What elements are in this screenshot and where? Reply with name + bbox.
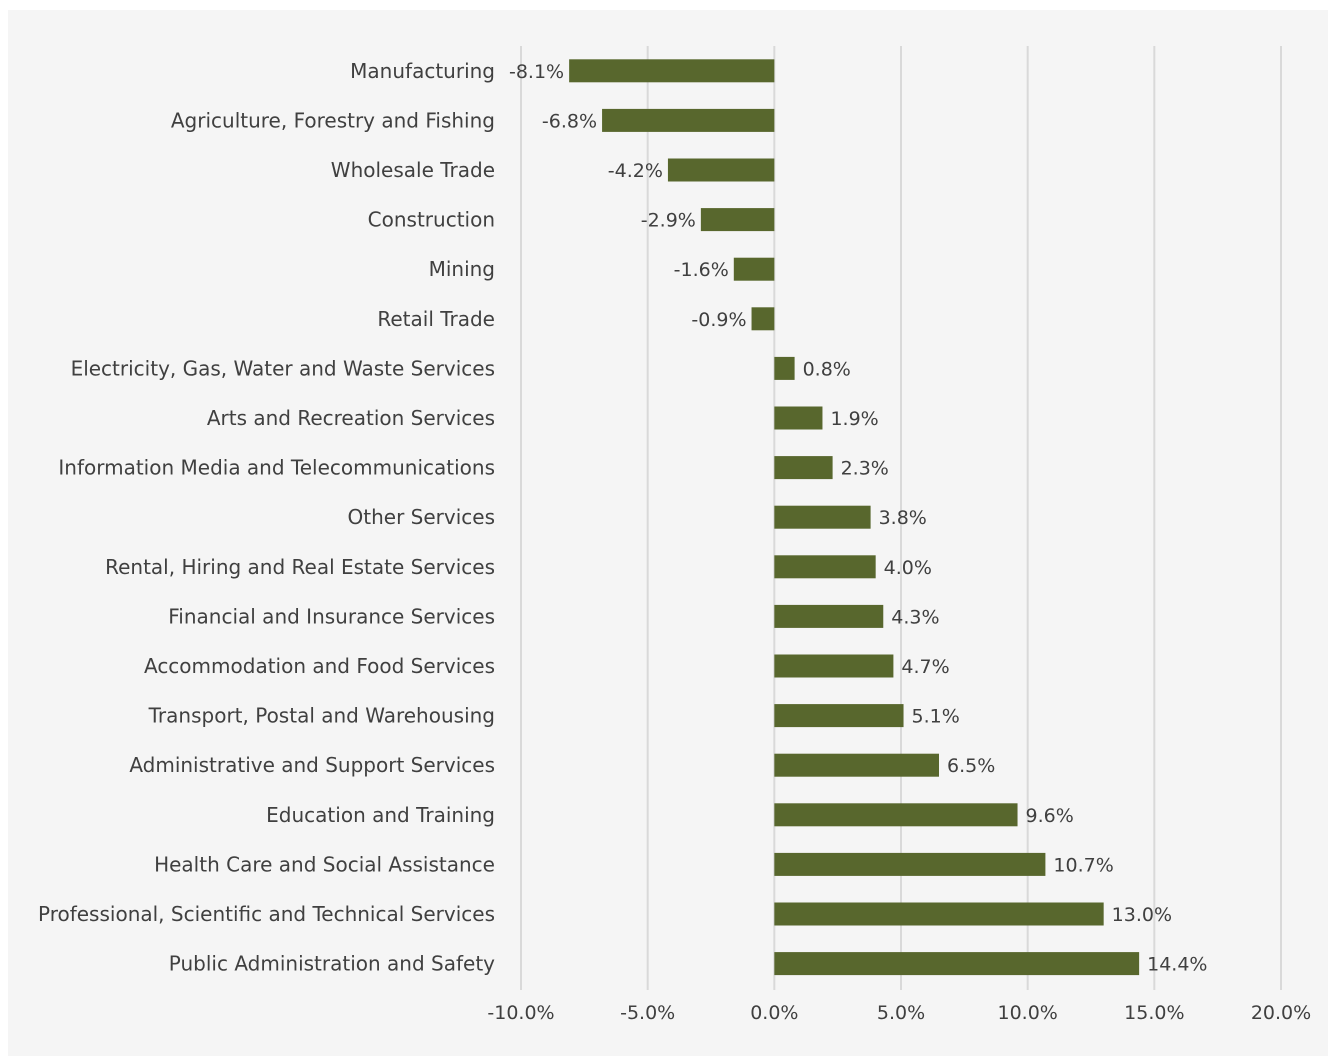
category-label: Retail Trade xyxy=(377,307,495,331)
data-label: 1.9% xyxy=(830,408,878,430)
category-label: Construction xyxy=(368,208,495,232)
data-label: -2.9% xyxy=(641,210,696,232)
data-label: -6.8% xyxy=(542,110,597,132)
bar xyxy=(774,902,1104,926)
bar xyxy=(774,803,1018,827)
bar xyxy=(774,356,795,380)
data-label: 10.7% xyxy=(1053,854,1113,876)
data-label: 13.0% xyxy=(1112,904,1172,926)
category-label: Rental, Hiring and Real Estate Services xyxy=(105,555,495,579)
category-label: Wholesale Trade xyxy=(331,158,495,182)
chart-panel xyxy=(8,10,1328,1056)
bar xyxy=(774,604,884,628)
category-label: Health Care and Social Assistance xyxy=(154,852,495,876)
category-label: Financial and Insurance Services xyxy=(168,604,495,628)
bar xyxy=(774,952,1140,976)
bar xyxy=(774,555,876,579)
bar xyxy=(774,406,823,430)
data-label: 4.0% xyxy=(884,557,932,579)
category-label: Information Media and Telecommunications xyxy=(58,456,495,480)
data-label: 9.6% xyxy=(1026,805,1074,827)
x-tick-label: 15.0% xyxy=(1124,1002,1184,1024)
category-label: Education and Training xyxy=(266,803,495,827)
category-label: Arts and Recreation Services xyxy=(207,406,495,430)
data-label: 5.1% xyxy=(912,706,960,728)
category-label: Public Administration and Safety xyxy=(169,952,495,976)
category-label: Professional, Scientific and Technical S… xyxy=(38,902,495,926)
data-label: -4.2% xyxy=(608,160,663,182)
x-tick-label: 0.0% xyxy=(750,1002,798,1024)
x-tick-label: -5.0% xyxy=(620,1002,675,1024)
category-label: Mining xyxy=(429,257,495,281)
category-label: Administrative and Support Services xyxy=(129,753,495,777)
x-tick-label: 10.0% xyxy=(997,1002,1057,1024)
category-label: Electricity, Gas, Water and Waste Servic… xyxy=(71,356,495,380)
data-label: 6.5% xyxy=(947,755,995,777)
data-label: 4.3% xyxy=(891,606,939,628)
data-label: 3.8% xyxy=(879,507,927,529)
bar xyxy=(667,158,775,182)
bar xyxy=(774,753,939,777)
category-label: Other Services xyxy=(348,505,495,529)
category-label: Agriculture, Forestry and Fishing xyxy=(171,108,495,132)
category-label: Transport, Postal and Warehousing xyxy=(148,704,495,728)
bar xyxy=(733,257,775,281)
data-label: -8.1% xyxy=(509,61,564,83)
data-label: -1.6% xyxy=(674,259,729,281)
bar xyxy=(751,307,775,331)
x-tick-label: 5.0% xyxy=(877,1002,925,1024)
bar xyxy=(774,456,833,480)
bar xyxy=(700,208,775,232)
data-label: 0.8% xyxy=(803,358,851,380)
data-label: -0.9% xyxy=(691,309,746,331)
bar xyxy=(602,108,775,132)
x-tick-label: 20.0% xyxy=(1251,1002,1311,1024)
bar xyxy=(774,704,904,728)
bar xyxy=(774,852,1046,876)
bar xyxy=(569,59,775,83)
category-label: Manufacturing xyxy=(350,59,495,83)
bar xyxy=(774,654,894,678)
data-label: 4.7% xyxy=(901,656,949,678)
category-label: Accommodation and Food Services xyxy=(144,654,495,678)
bar xyxy=(774,505,871,529)
data-label: 14.4% xyxy=(1147,954,1207,976)
x-tick-label: -10.0% xyxy=(487,1002,554,1024)
data-label: 2.3% xyxy=(841,458,889,480)
